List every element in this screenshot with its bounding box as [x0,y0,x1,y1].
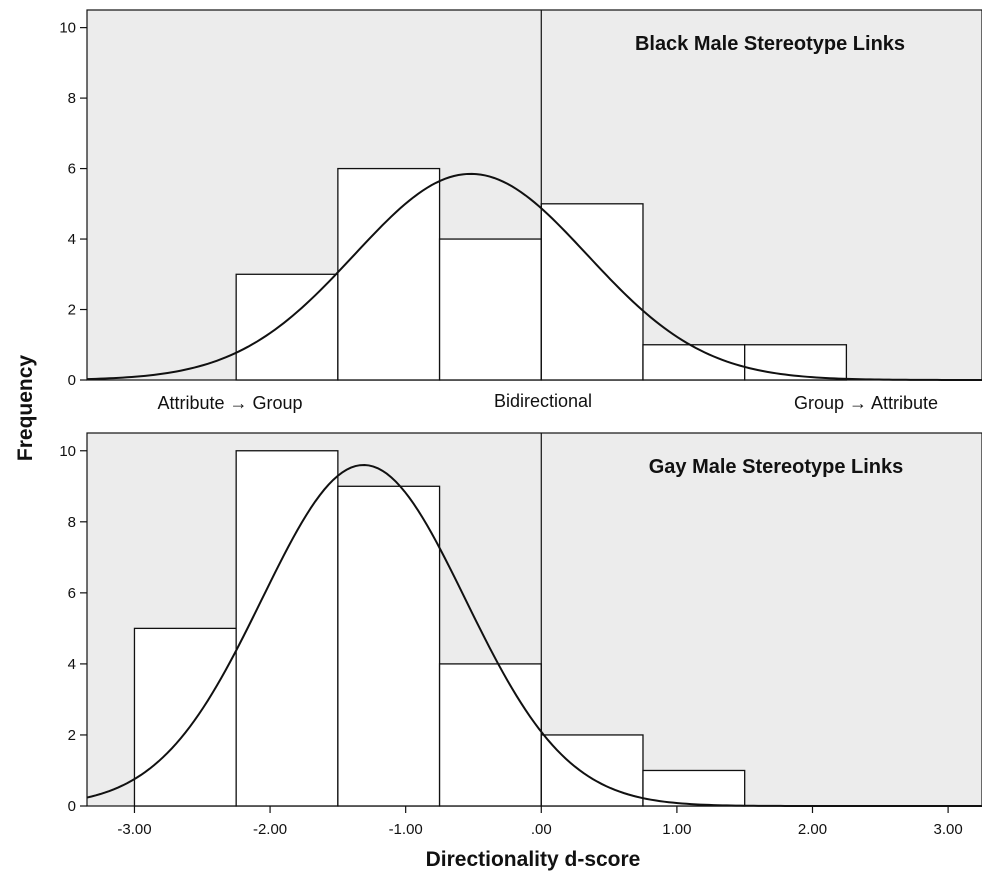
y-tick-label: 6 [68,161,76,178]
panel-title: Gay Male Stereotype Links [649,456,904,478]
panel-title: Black Male Stereotype Links [635,33,905,55]
x-tick-label: 1.00 [662,821,691,838]
histogram-bar [337,485,441,807]
x-tick-label: 2.00 [798,821,827,838]
direction-label-right: Group → Attribute [794,393,938,413]
x-tick-label: 3.00 [933,821,962,838]
y-tick-label: 8 [68,90,76,107]
y-tick-label: 0 [68,372,76,389]
histogram-bar [133,627,237,807]
histogram-bar [438,238,542,381]
panel-black-male: 0 2 4 6 8 10 Black Male Stereotype Links [59,9,982,389]
y-tick-label: 6 [68,585,76,602]
histogram-bar [235,273,339,381]
y-tick-label: 2 [68,727,76,744]
direction-label-left: Attribute → Group [157,393,302,413]
histogram-bar [540,203,644,381]
histogram-bar [540,734,644,807]
histogram-bar [438,663,542,807]
x-tick-label: -1.00 [389,821,423,838]
x-tick-label: -3.00 [117,821,151,838]
y-tick-label: 2 [68,302,76,319]
y-tick-label: 4 [68,656,76,673]
histogram-bar [235,450,339,807]
y-tick-label: 10 [59,20,76,37]
y-axis-title: Frequency [14,355,37,462]
histogram-bar [337,167,441,381]
y-tick-label: 4 [68,231,76,248]
panel-gay-male: 0 2 4 6 8 10 Gay Male Stereotype Links -3.00 -2.… [59,432,982,838]
y-tick-label: 0 [68,798,76,815]
histogram-bar [744,344,848,381]
histogram-bar [642,769,746,807]
x-tick-label: .00 [531,821,552,838]
direction-label-center: Bidirectional [494,391,592,411]
normal-curve [86,172,982,381]
normal-curve [86,463,982,807]
x-axis-title: Directionality d-score [426,848,641,871]
x-tick-label: -2.00 [253,821,287,838]
y-tick-label: 8 [68,514,76,531]
y-tick-label: 10 [59,443,76,460]
